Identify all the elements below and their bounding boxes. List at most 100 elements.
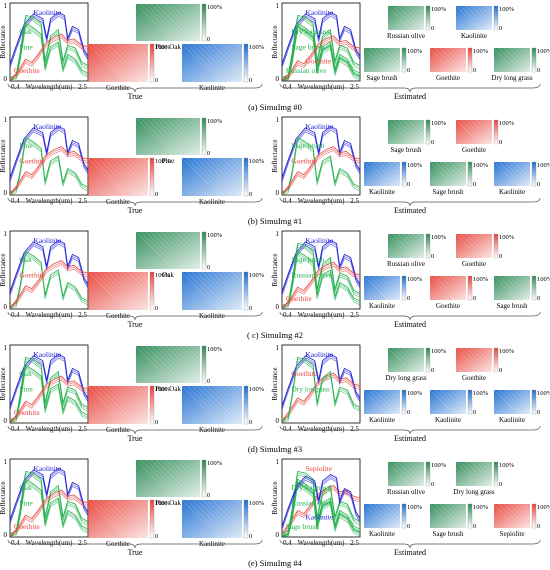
est-2-y1-tick: 1: [276, 230, 280, 238]
est-4-map-texture: [412, 461, 425, 474]
est-1-colorbar: [425, 119, 431, 145]
true-3-map-texture: [175, 345, 201, 371]
est-1-colorbar-max: 100%: [537, 162, 550, 169]
true-3-map-texture: [170, 345, 201, 376]
true-3-colorbar: [243, 385, 249, 425]
est-2-colorbar-max: 100%: [537, 276, 550, 283]
true-0-curve-goethite: [9, 33, 89, 81]
est-1-curve-label: Kaolinite: [305, 122, 334, 131]
est-4-curve-sepiolite: [281, 487, 361, 536]
est-3-curve-label: Dry longrass: [291, 385, 330, 394]
true-2-map-texture: [191, 271, 231, 311]
est-3-curve-dry-longrass: [281, 360, 361, 423]
true-0-map-texture: [221, 43, 243, 65]
est-3-colorbar-min: 0: [473, 409, 476, 416]
true-4-colorbar-max: 100%: [207, 460, 223, 467]
row-caption: (a) SimuImg #0: [248, 102, 302, 112]
true-4-curve-oak: [9, 482, 89, 537]
est-0-xlabel: Wavelength(um): [298, 83, 346, 91]
true-2-map-texture: [135, 231, 174, 270]
est-1-curve-label: Goethite: [291, 157, 317, 166]
est-1-map-texture: [429, 161, 455, 187]
true-2-xlabel: Wavelength(um): [26, 311, 74, 319]
true-2-y1-tick: 1: [4, 230, 8, 238]
est-3-colorbar: [493, 347, 499, 373]
true-0-map-texture: [150, 3, 189, 42]
true-0-colorbar-max: 100%: [155, 44, 171, 51]
row-caption: (d) SimuImg #3: [248, 444, 302, 454]
true-0-map-texture: [186, 43, 226, 83]
true-3-map-texture: [112, 385, 149, 422]
est-1-map-texture: [518, 161, 531, 174]
true-4-map-texture: [132, 499, 149, 516]
true-2-ylabel: Reflectance: [0, 253, 7, 286]
true-2-colorbar-min: 0: [207, 264, 210, 271]
true-2-map-texture: [170, 231, 201, 262]
true-4-colorbar-min: 0: [207, 492, 210, 499]
true-1-map-texture: [155, 117, 194, 156]
est-4-map-texture: [464, 503, 467, 506]
true-1-map-texture: [137, 157, 149, 169]
true-3-map-texture: [206, 385, 243, 422]
est-0-curve-goethite: [281, 37, 361, 81]
true-3-curve-label: Oak: [19, 369, 32, 378]
est-1-colorbar-min: 0: [407, 181, 410, 188]
true-3-map-texture: [180, 345, 201, 366]
true-4-map-texture: [142, 499, 149, 506]
est-0-map-texture: [528, 47, 531, 50]
true-1-abundance-map: [88, 158, 148, 196]
true-1-y1-tick: 1: [4, 116, 8, 124]
est-3-map-texture: [378, 389, 401, 412]
est-3-curve-kaolinite: [281, 355, 361, 408]
panel-row-2: 100.4 2.5Wavelength(um)ReflectanceKaolini…: [0, 230, 550, 340]
true-4-map-texture: [107, 499, 147, 539]
true-1-map-texture: [231, 157, 243, 169]
est-4-map-texture: [393, 503, 401, 511]
est-4-colorbar: [531, 503, 537, 529]
true-2-colorbar-max: 100%: [249, 272, 265, 279]
est-3-map-texture: [528, 389, 531, 392]
est-4-curve-label: Dry longrass: [291, 483, 330, 492]
est-0-map-texture: [393, 47, 401, 55]
true-label: True: [128, 206, 143, 215]
true-2-map-texture: [231, 271, 243, 283]
true-3-xlabel: Wavelength(um): [26, 425, 74, 433]
est-3-map-texture: [513, 389, 531, 407]
true-0-curve-label: Goethite: [14, 66, 40, 75]
est-3-map-texture: [455, 347, 481, 373]
est-2-map-texture: [470, 233, 493, 256]
true-2-map-texture: [140, 231, 179, 270]
true-1-map-texture: [102, 157, 142, 197]
est-2-colorbar: [467, 275, 473, 301]
est-3-map-texture: [454, 389, 467, 402]
true-3-xmax-tick: 2.5: [78, 425, 87, 433]
est-2-map-texture: [454, 275, 467, 288]
est-4-map-texture: [475, 461, 493, 479]
est-3-map-texture: [422, 347, 425, 350]
est-1-map-texture: [383, 161, 401, 179]
est-3-map-texture: [523, 389, 531, 397]
true-2-map-texture: [107, 271, 147, 311]
est-3-map-texture: [397, 347, 423, 373]
est-3-map-texture: [485, 347, 493, 355]
est-0-colorbar: [425, 5, 431, 31]
est-0-map-texture: [454, 47, 467, 60]
est-0-map-texture: [407, 5, 425, 23]
est-2-map-label: Kaolinite: [369, 302, 395, 310]
est-1-map-label: Sage brush: [433, 188, 464, 196]
true-1-brace: [7, 197, 263, 207]
est-4-map-label: Kaolinite: [369, 530, 395, 538]
true-0-curve-goethite: [9, 37, 89, 81]
true-0-map-texture: [87, 43, 127, 83]
est-0-y1-tick: 1: [276, 2, 280, 10]
est-0-colorbar-min: 0: [431, 25, 434, 32]
est-0-map-texture: [459, 47, 467, 55]
true-4-map-texture: [87, 499, 127, 539]
true-1-colorbar: [243, 157, 249, 197]
true-1-map-texture: [221, 157, 243, 179]
est-0-map-texture: [373, 47, 399, 73]
true-4-map-texture: [135, 459, 174, 498]
true-2-map-texture: [142, 271, 149, 278]
est-1-map-texture: [513, 161, 531, 179]
est-2-map-texture: [485, 233, 493, 241]
